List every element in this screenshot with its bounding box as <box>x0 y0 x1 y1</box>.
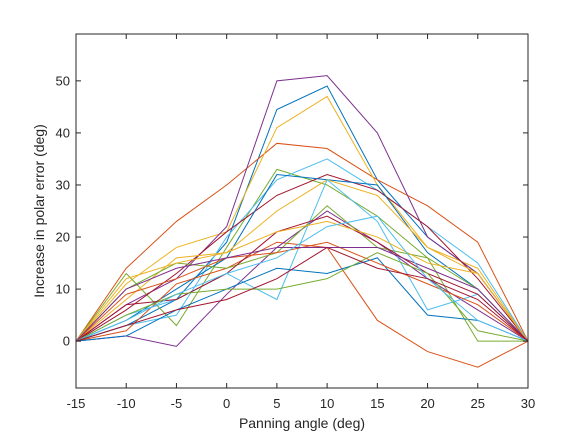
series-line-17 <box>75 220 529 342</box>
x-axis-label: Panning angle (deg) <box>239 415 365 431</box>
x-tick-label: 0 <box>223 396 230 411</box>
series-line-3 <box>75 95 529 342</box>
y-tick-label: 50 <box>56 73 70 88</box>
y-tick-label: 0 <box>63 334 70 349</box>
x-tick-label: -10 <box>117 396 136 411</box>
series-line-15 <box>75 257 529 342</box>
series-line-12 <box>75 205 529 342</box>
y-tick-label: 30 <box>56 177 70 192</box>
series-line-19 <box>75 252 529 342</box>
series-line-6 <box>75 158 529 342</box>
x-tick-label: 10 <box>320 396 334 411</box>
series-line-2 <box>75 142 529 342</box>
y-tick-label: 10 <box>56 282 70 297</box>
tick-layer: -15 -10 -5 0 5 10 15 20 25 30 0 10 20 30 40 50 <box>56 34 535 411</box>
x-tick-label: 5 <box>273 396 280 411</box>
series-line-18 <box>75 246 529 342</box>
series-layer <box>75 75 529 368</box>
y-tick-label: 40 <box>56 125 70 140</box>
series-line-4 <box>75 75 529 342</box>
x-tick-label: 20 <box>420 396 434 411</box>
series-line-20 <box>75 215 529 342</box>
x-tick-label: -5 <box>171 396 183 411</box>
axes-box <box>75 33 529 389</box>
x-tick-label: 15 <box>370 396 384 411</box>
x-tick-label: 30 <box>521 396 535 411</box>
series-line-7 <box>75 174 529 342</box>
y-axis-label: Increase in polar error (deg) <box>31 124 47 298</box>
series-line-21 <box>75 246 529 342</box>
series-line-14 <box>75 215 529 342</box>
x-tick-label: 25 <box>471 396 485 411</box>
x-tick-label: -15 <box>67 396 86 411</box>
y-tick-label: 20 <box>56 230 70 245</box>
